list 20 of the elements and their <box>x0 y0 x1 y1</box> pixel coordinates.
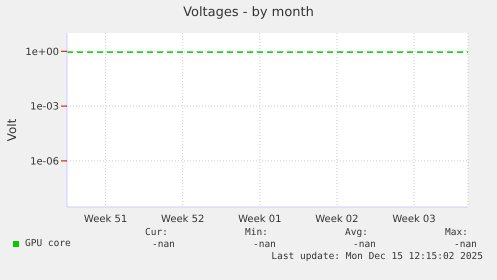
y-axis-title: Volt <box>4 118 20 142</box>
x-tick-label: Week 01 <box>238 214 282 226</box>
x-tick-label: Week 02 <box>315 214 359 226</box>
text: Max: <box>445 227 468 238</box>
text: -nan <box>253 239 276 250</box>
text: Avg: <box>345 227 368 238</box>
text: -nan <box>152 239 175 250</box>
text: -nan <box>353 239 376 250</box>
x-tick-label: Week 51 <box>84 214 128 226</box>
y-tick-label: 1e-03 <box>30 102 59 113</box>
x-tick-label: Week 03 <box>392 214 436 226</box>
text: -nan <box>454 239 477 250</box>
y-tick-label: 1e+00 <box>25 46 59 58</box>
text: Cur: <box>145 227 168 238</box>
text: Min: <box>245 227 268 238</box>
legend-label: GPU core <box>25 238 71 249</box>
y-tick-label: 1e-06 <box>30 156 59 168</box>
chart-title: Voltages - by month <box>182 5 315 20</box>
x-tick-label: Week 52 <box>161 214 204 226</box>
text: Last update: Mon Dec 15 12:15:02 2025 <box>271 251 483 262</box>
